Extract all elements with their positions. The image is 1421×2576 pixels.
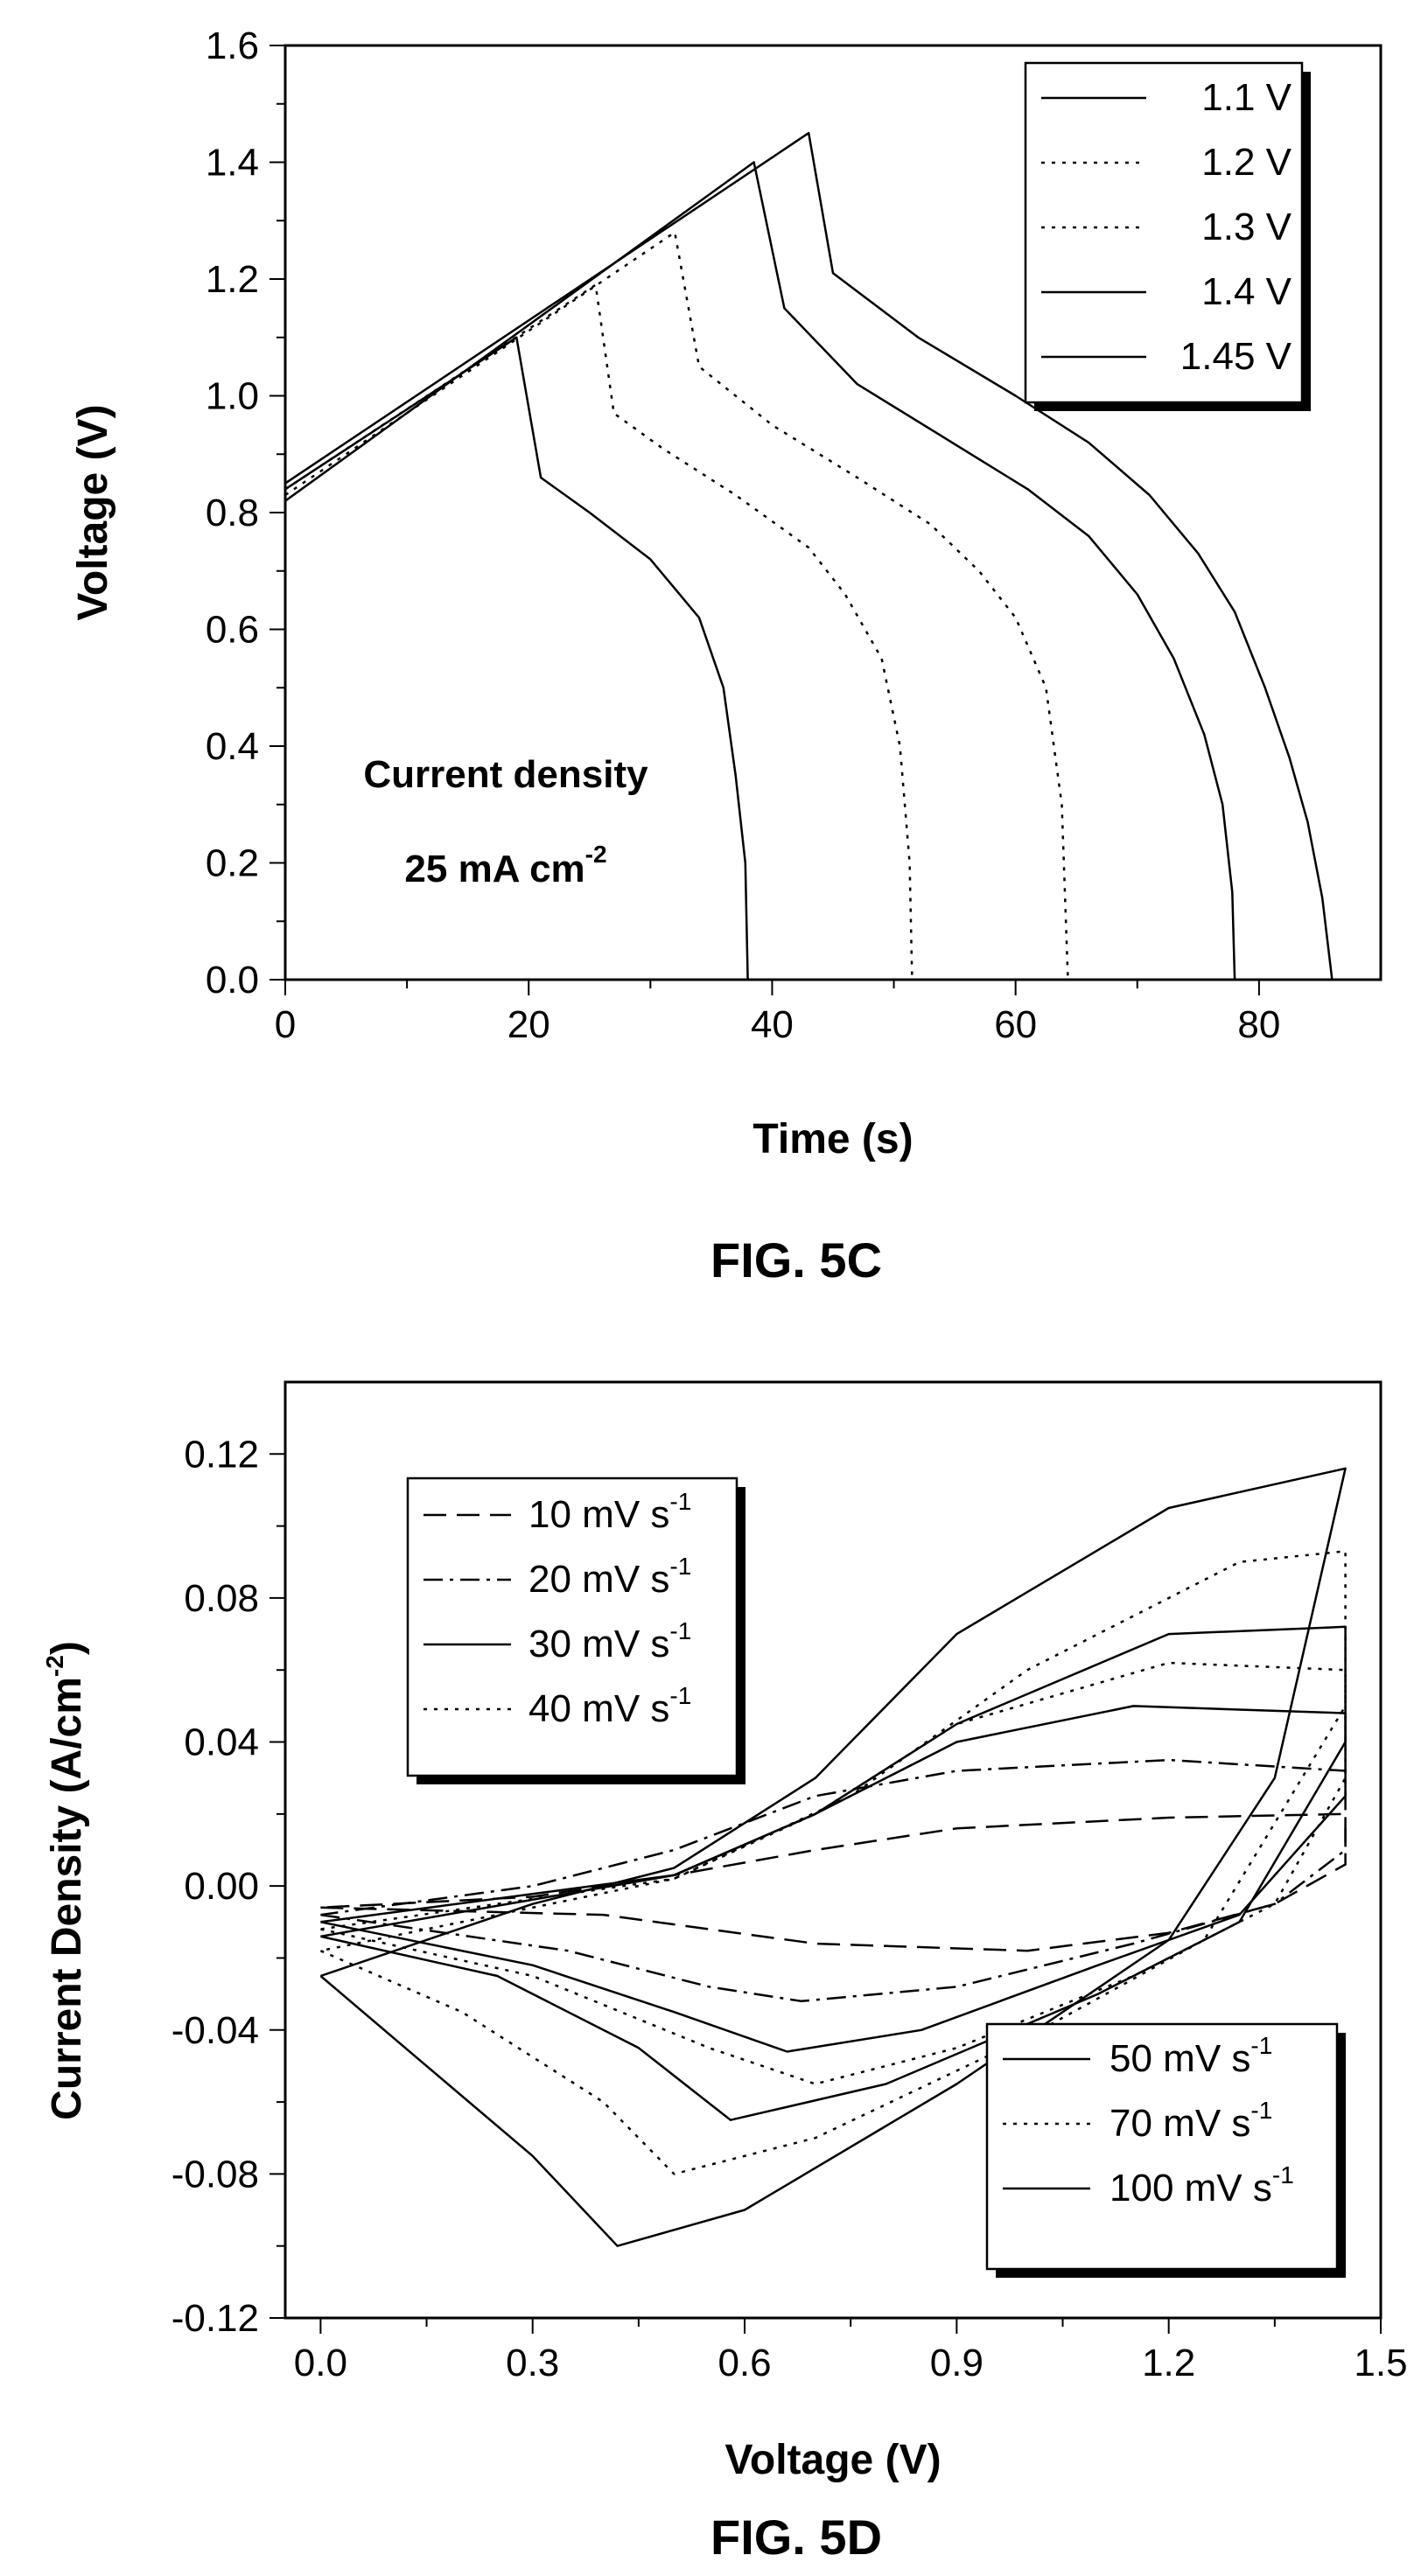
series-line	[284, 336, 749, 981]
legend-entry: 1.3 V	[1201, 206, 1292, 248]
y-tick-label: -0.08	[172, 2153, 259, 2196]
legend-entry: 1.2 V	[1201, 141, 1292, 184]
chart-voltage-vs-time-series	[284, 131, 1334, 981]
series-line	[320, 1625, 1347, 2121]
y-tick-label: -0.12	[172, 2297, 259, 2340]
legend-entry-label: 1.3 V	[1201, 206, 1292, 248]
chart-voltage-vs-time-ticks: 0 20 40 60 80 0.0 0.2 0.4 0.6 0.8 1.0 1.2 1.4 1.6	[206, 24, 1281, 1046]
y-tick-label: 0.8	[206, 492, 259, 534]
legend-box	[985, 2022, 1339, 2271]
legend-entry-label: 10 mV s	[528, 1493, 669, 1536]
series-line	[320, 1758, 1347, 2003]
legend-entry-exponent: -1	[1250, 2032, 1272, 2059]
chart-current-density-vs-voltage-series	[319, 1467, 1347, 2247]
legend-entry-label: 40 mV s	[528, 1687, 669, 1730]
series-line	[284, 283, 914, 981]
series-line	[319, 1467, 1347, 2247]
legend-entry-label: 70 mV s	[1110, 2102, 1250, 2145]
chart-voltage-vs-time-ylabel: Voltage (V)	[70, 404, 116, 620]
current-density-annotation-line1: Current density	[363, 753, 648, 796]
x-tick-label: 40	[751, 1003, 794, 1046]
chart-current-density-vs-voltage-frame	[284, 1380, 1382, 2320]
chart-voltage-vs-time-frame	[284, 44, 1382, 981]
series-line	[284, 231, 1069, 981]
figure-caption-5d: FIG. 5D	[710, 2510, 882, 2565]
chart-current-density-vs-voltage-ticks: 0.0 0.3 0.6 0.9 1.2 1.5 -0.12 -0.08 -0.04 0.00 0.0…	[172, 1433, 1408, 2384]
y-tick-label: 0.4	[206, 725, 259, 768]
x-tick-label: 80	[1237, 1003, 1280, 1046]
legend-entry-label: 1.1 V	[1201, 76, 1292, 119]
y-tick-label: 0.00	[184, 1865, 259, 1908]
legend-entry-exponent: -1	[1250, 2097, 1272, 2124]
series-line	[319, 1550, 1347, 2175]
ylabel-exponent: -2	[41, 1655, 68, 1677]
y-tick-label: 0.0	[206, 959, 259, 1002]
figure-caption-5c: FIG. 5C	[710, 1232, 882, 1288]
legend-entry: 30 mV s-1	[528, 1617, 691, 1665]
chart-current-density-vs-voltage-ylabel: Current Density (A/cm-2)	[41, 1641, 90, 2120]
x-tick-label: 0	[275, 1003, 296, 1046]
x-tick-label: 1.5	[1354, 2342, 1407, 2384]
x-tick-label: 0.9	[930, 2342, 984, 2384]
legend-entry: 40 mV s-1	[528, 1682, 691, 1730]
y-tick-label: 1.2	[206, 258, 259, 301]
legend-entry-label: 100 mV s	[1110, 2167, 1272, 2209]
chart-voltage-vs-time: 0 20 40 60 80 0.0 0.2 0.4 0.6 0.8 1.0 1.2 1.4 1.6 Tim…	[70, 24, 1382, 1288]
chart-voltage-vs-time-legend: 1.1 V 1.2 V 1.3 V 1.4 V 1.45 V	[1024, 61, 1311, 411]
y-tick-label: 1.6	[206, 24, 259, 67]
legend-entry-exponent: -1	[669, 1553, 691, 1580]
series-line	[284, 131, 1334, 981]
legend-entry: 70 mV s-1	[1110, 2097, 1272, 2145]
ylabel-main: Current Density (A/cm	[44, 1677, 90, 2120]
x-tick-label: 0.3	[506, 2342, 559, 2384]
y-tick-label: 0.6	[206, 609, 259, 652]
x-tick-label: 20	[508, 1003, 550, 1046]
legend-box	[1024, 61, 1304, 404]
legend-entry: 1.4 V	[1201, 270, 1292, 313]
legend-entry-exponent: -1	[669, 1682, 691, 1709]
legend-entry: 1.1 V	[1201, 76, 1292, 119]
legend-entry-label: 30 mV s	[528, 1623, 669, 1665]
y-tick-label: 1.0	[206, 375, 259, 418]
legend-entry-exponent: -1	[669, 1488, 691, 1515]
legend-box	[406, 1476, 738, 1777]
y-tick-label: 0.2	[206, 842, 259, 885]
ylabel-tail: )	[44, 1641, 90, 1655]
current-density-annotation-line2: 25 mA cm-2	[404, 841, 606, 890]
legend-entry-exponent: -1	[669, 1617, 691, 1644]
x-tick-label: 1.2	[1142, 2342, 1195, 2384]
legend-entry: 50 mV s-1	[1110, 2032, 1272, 2080]
legend-entry: 10 mV s-1	[528, 1488, 691, 1536]
legend-entry-exponent: -1	[1272, 2161, 1294, 2189]
y-tick-label: 0.04	[184, 1721, 259, 1764]
legend-entry-label: 1.45 V	[1180, 335, 1292, 378]
y-tick-label: -0.04	[172, 2009, 259, 2052]
legend-entry: 100 mV s-1	[1110, 2161, 1294, 2209]
y-tick-label: 0.12	[184, 1433, 259, 1476]
chart-current-density-vs-voltage-legend: 10 mV s-120 mV s-130 mV s-140 mV s-150 m…	[406, 1476, 1346, 2278]
y-tick-label: 0.08	[184, 1577, 259, 1620]
legend-entry-label: 1.2 V	[1201, 141, 1292, 184]
chart-voltage-vs-time-xlabel: Time (s)	[752, 1116, 913, 1162]
chart-current-density-vs-voltage: 0.0 0.3 0.6 0.9 1.2 1.5 -0.12 -0.08 -0.04 0.00 0.0…	[41, 1380, 1408, 2565]
x-tick-label: 60	[994, 1003, 1037, 1046]
series-line	[320, 1812, 1347, 1952]
legend-entry-label: 1.4 V	[1201, 270, 1292, 313]
x-tick-label: 0.6	[718, 2342, 771, 2384]
legend-entry-label: 20 mV s	[528, 1558, 669, 1601]
current-density-annotation-exponent: -2	[585, 841, 607, 868]
legend-entry: 20 mV s-1	[528, 1553, 691, 1601]
legend-entry: 1.45 V	[1180, 335, 1292, 378]
chart-current-density-vs-voltage-xlabel: Voltage (V)	[724, 2437, 941, 2483]
legend-entry-label: 50 mV s	[1110, 2037, 1250, 2080]
y-tick-label: 1.4	[206, 142, 259, 185]
series-line	[284, 161, 1236, 981]
x-tick-label: 0.0	[294, 2342, 347, 2384]
current-density-annotation-value: 25 mA cm	[404, 848, 584, 890]
